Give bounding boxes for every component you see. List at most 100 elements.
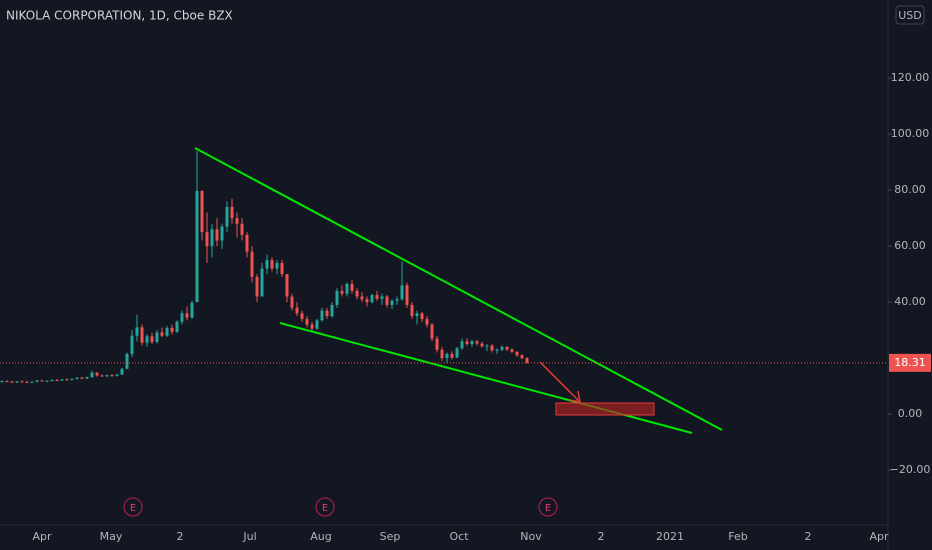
candle-body [225,206,229,227]
candle-body [175,321,179,332]
candle-body [500,346,504,350]
candle-body [410,304,414,317]
candle-body [420,313,424,319]
currency[interactable]: USD [898,9,922,22]
x-tick-label: Sep [380,530,401,543]
candle-body [340,290,344,294]
candle-body [70,378,74,380]
candle-body [250,251,254,277]
event-marker[interactable] [315,497,335,517]
candle-body [520,355,524,359]
x-tick-label: Feb [728,530,747,543]
x-tick-label: Apr [869,530,889,543]
candle-body [100,375,104,377]
candle-body [20,381,24,383]
candle-body [370,295,374,303]
y-tick-label: 0.00 [898,407,923,420]
candle-body [85,377,89,379]
candle-body [200,190,204,233]
candles [0,150,529,384]
candle-body [395,299,399,301]
candle-body [45,380,49,382]
candle-body [285,274,289,297]
currency-box[interactable] [895,5,925,25]
candle-body [335,290,339,305]
candle-body [270,260,274,269]
candle-body [510,349,514,352]
candle-body [260,268,264,297]
candle-body [450,353,454,358]
candle-body [180,313,184,322]
candle-body [325,310,329,317]
candle-body [305,318,309,325]
candle-body [10,381,14,383]
candle-body [390,300,394,305]
y-tick-label: 60.00 [894,239,926,252]
candle-body [290,296,294,308]
candle-body [375,295,379,299]
x-tick-label: May [100,530,123,543]
chart-title: NIKOLA CORPORATION, 1D, Cboe BZX [6,9,233,23]
candle-body [245,234,249,252]
candle-body [435,338,439,350]
event-marker[interactable] [123,497,143,517]
candle-body [90,372,94,378]
candle-body [195,190,199,303]
candle-body [80,377,84,379]
candle-body [360,296,364,300]
x-tick-label: Nov [520,530,542,543]
candle-body [445,353,449,359]
last-price-box [889,353,931,372]
candle-body [215,229,219,241]
candle-body [525,358,529,363]
candle-body [155,332,159,342]
candle-body [110,375,114,377]
event-label: E [130,503,136,514]
candle-body [25,381,29,383]
candle-body [190,302,194,318]
candle-body [35,380,39,382]
candle-body [330,304,334,317]
x-tick-label: Jul [242,530,256,543]
candle-body [425,318,429,325]
candle-body [165,327,169,336]
candle-body [430,324,434,339]
target-zone[interactable] [555,402,655,416]
candle-body [55,379,59,381]
candle-body [75,377,79,379]
x-tick-label: Oct [449,530,469,543]
y-tick-label: −20.00 [890,463,931,476]
candle-body [105,375,109,377]
candle-body [355,290,359,297]
arrow[interactable] [539,361,581,403]
candle-body [345,283,349,294]
candle-body [455,348,459,358]
trend-line-upper[interactable] [194,147,723,431]
x-tick-label: 2 [805,530,812,543]
candle-body [350,283,354,291]
candle-body [40,380,44,382]
candle-body [415,313,419,317]
candle-body [405,285,409,305]
candle-body [265,260,269,269]
event-marker[interactable] [538,497,558,517]
candle-body [490,345,494,351]
candle-body [400,285,404,300]
candle-body [485,345,489,347]
x-tick-label: Aug [310,530,331,543]
candle-body [470,341,474,345]
candle-body [185,313,189,318]
candle-body [5,381,9,383]
candle-body [295,307,299,314]
event-label: E [322,503,328,514]
candle-body [120,368,124,375]
candle-body [135,327,139,336]
candle-body [65,379,69,381]
candle-body [385,296,389,305]
candle-body [230,206,234,219]
x-tick-label: Apr [32,530,52,543]
candle-body [125,353,129,369]
candle-body [465,341,469,345]
candle-body [160,332,164,336]
candle-body [515,351,519,356]
